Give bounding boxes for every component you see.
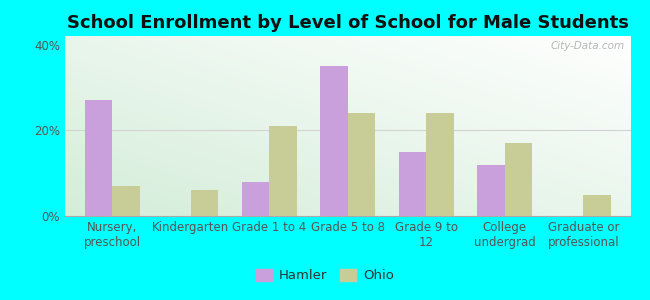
Bar xyxy=(269,126,296,216)
Bar xyxy=(399,152,426,216)
Bar xyxy=(190,190,218,216)
Bar xyxy=(505,143,532,216)
Legend: Hamler, Ohio: Hamler, Ohio xyxy=(251,263,399,287)
Bar xyxy=(84,100,112,216)
Bar xyxy=(112,186,140,216)
Bar xyxy=(348,113,375,216)
Bar xyxy=(584,195,611,216)
Bar xyxy=(242,182,269,216)
Bar xyxy=(320,66,348,216)
Bar xyxy=(477,165,505,216)
Text: City-Data.com: City-Data.com xyxy=(551,41,625,51)
Title: School Enrollment by Level of School for Male Students: School Enrollment by Level of School for… xyxy=(67,14,629,32)
Bar xyxy=(426,113,454,216)
